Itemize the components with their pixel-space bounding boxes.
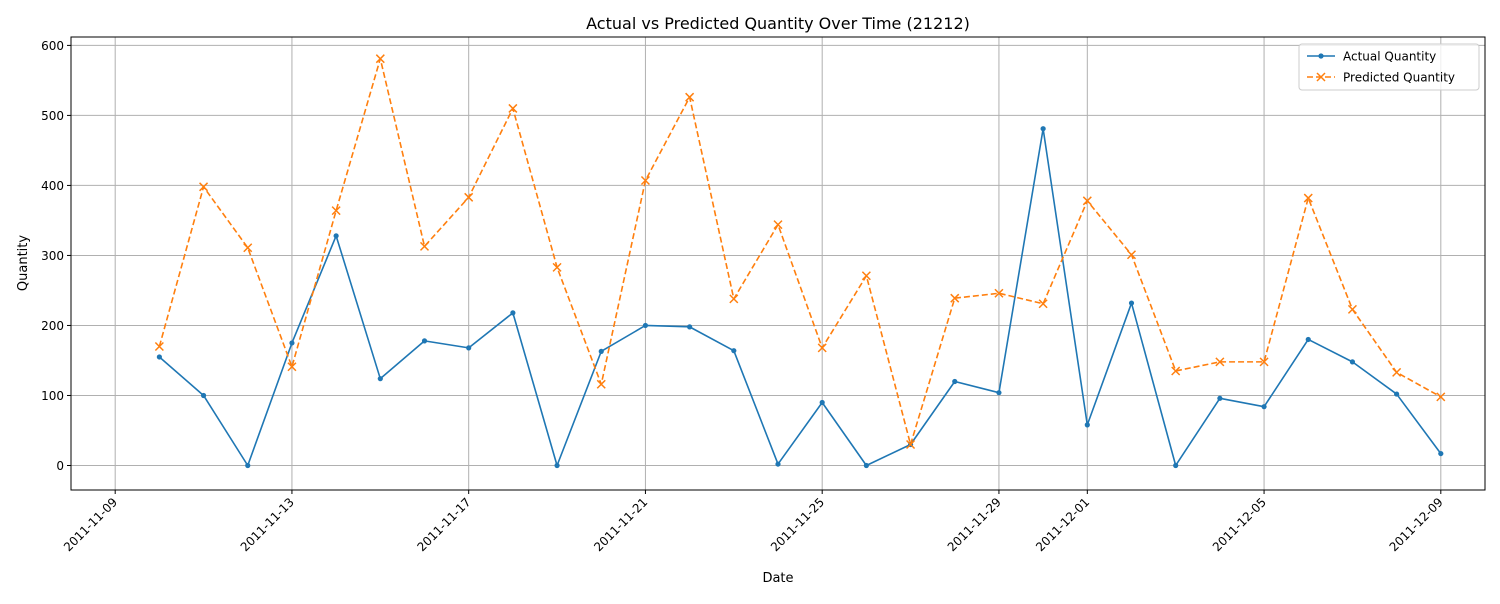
data-point (464, 192, 474, 202)
data-point (421, 338, 428, 344)
y-tick-label: 600 (41, 39, 64, 53)
data-point (775, 461, 781, 467)
grid-layer (71, 37, 1485, 490)
data-point (1436, 392, 1446, 402)
data-point (1173, 462, 1179, 469)
x-tick-label: 2011-11-13 (238, 495, 297, 554)
data-point (685, 92, 695, 102)
data-point (1261, 404, 1267, 410)
data-point (1394, 391, 1400, 397)
data-point (1303, 193, 1313, 203)
series-actual (156, 126, 1444, 469)
y-tick-label: 200 (41, 319, 64, 333)
data-point (729, 294, 739, 304)
data-point (731, 348, 737, 354)
data-point (1217, 395, 1223, 401)
y-tick-label: 400 (41, 179, 64, 193)
data-point (598, 348, 604, 354)
data-point (596, 379, 606, 389)
data-point (377, 376, 383, 382)
data-point (156, 354, 162, 360)
legend-box (1298, 43, 1480, 91)
data-point (1259, 357, 1269, 367)
data-point (1347, 304, 1357, 314)
legend-label: Actual Quantity (1343, 50, 1436, 64)
x-tick-label: 2011-11-09 (61, 495, 120, 554)
data-point (950, 293, 960, 303)
data-point (640, 176, 650, 186)
data-point (466, 345, 472, 351)
data-point (245, 462, 251, 469)
data-point (642, 322, 649, 329)
data-point (817, 343, 827, 353)
data-point (1215, 357, 1225, 367)
axis-layer: 0 100 200 300 400 500 600 2011-11-09 2011-11-13 2… (41, 39, 1446, 554)
y-tick-label: 0 (56, 459, 64, 473)
x-tick-label: 2011-11-25 (768, 495, 827, 554)
data-point (554, 462, 560, 469)
x-tick-label: 2011-12-01 (1033, 495, 1092, 554)
data-point (419, 241, 430, 251)
x-axis-label: Date (762, 571, 793, 586)
data-point (1082, 196, 1092, 206)
series-layer (154, 54, 1446, 469)
y-axis-label: Quantity (16, 235, 31, 291)
data-point (906, 439, 916, 450)
legend-swatch-marker (1316, 72, 1326, 82)
data-point (687, 324, 693, 330)
data-point (861, 271, 871, 281)
y-tick-label: 500 (41, 109, 64, 123)
data-point (333, 233, 339, 239)
data-point (552, 262, 562, 272)
data-point (200, 392, 207, 399)
data-point (287, 362, 297, 372)
data-point (819, 399, 825, 406)
legend: Actual Quantity Predicted Quantity (1298, 43, 1480, 91)
data-point (243, 243, 253, 253)
data-point (1126, 250, 1137, 260)
data-point (1305, 336, 1311, 343)
x-tick-label: 2011-11-21 (591, 495, 650, 554)
legend-entries: Actual Quantity Predicted Quantity (1307, 50, 1455, 85)
data-point (1084, 422, 1090, 428)
data-point (994, 288, 1004, 298)
data-point (773, 220, 783, 230)
series-line (158, 57, 1442, 446)
data-point (375, 54, 385, 64)
x-tick-label: 2011-12-05 (1210, 495, 1269, 554)
series-line (158, 127, 1442, 467)
data-point (508, 103, 518, 113)
x-tick-label: 2011-11-29 (945, 495, 1004, 554)
data-point (952, 378, 958, 385)
data-point (1171, 366, 1181, 376)
data-point (863, 462, 869, 469)
y-tick-label: 300 (41, 249, 64, 263)
data-point (1040, 126, 1046, 132)
data-point (199, 182, 209, 192)
data-point (510, 310, 516, 316)
data-point (1438, 450, 1444, 457)
legend-label: Predicted Quantity (1343, 71, 1455, 85)
chart-title: Actual vs Predicted Quantity Over Time (… (586, 14, 970, 33)
data-point (1038, 299, 1048, 309)
data-point (1128, 300, 1135, 306)
series-predicted (154, 54, 1446, 450)
plot-frame (70, 36, 1486, 491)
data-point (1392, 367, 1402, 377)
data-point (154, 341, 164, 351)
x-tick-label: 2011-11-17 (414, 495, 473, 554)
data-point (1349, 359, 1356, 365)
y-tick-label: 100 (41, 389, 64, 403)
data-point (331, 206, 341, 216)
data-point (289, 340, 295, 346)
data-point (996, 390, 1002, 396)
legend-swatch-marker (1318, 53, 1324, 59)
x-tick-label: 2011-12-09 (1387, 495, 1446, 554)
